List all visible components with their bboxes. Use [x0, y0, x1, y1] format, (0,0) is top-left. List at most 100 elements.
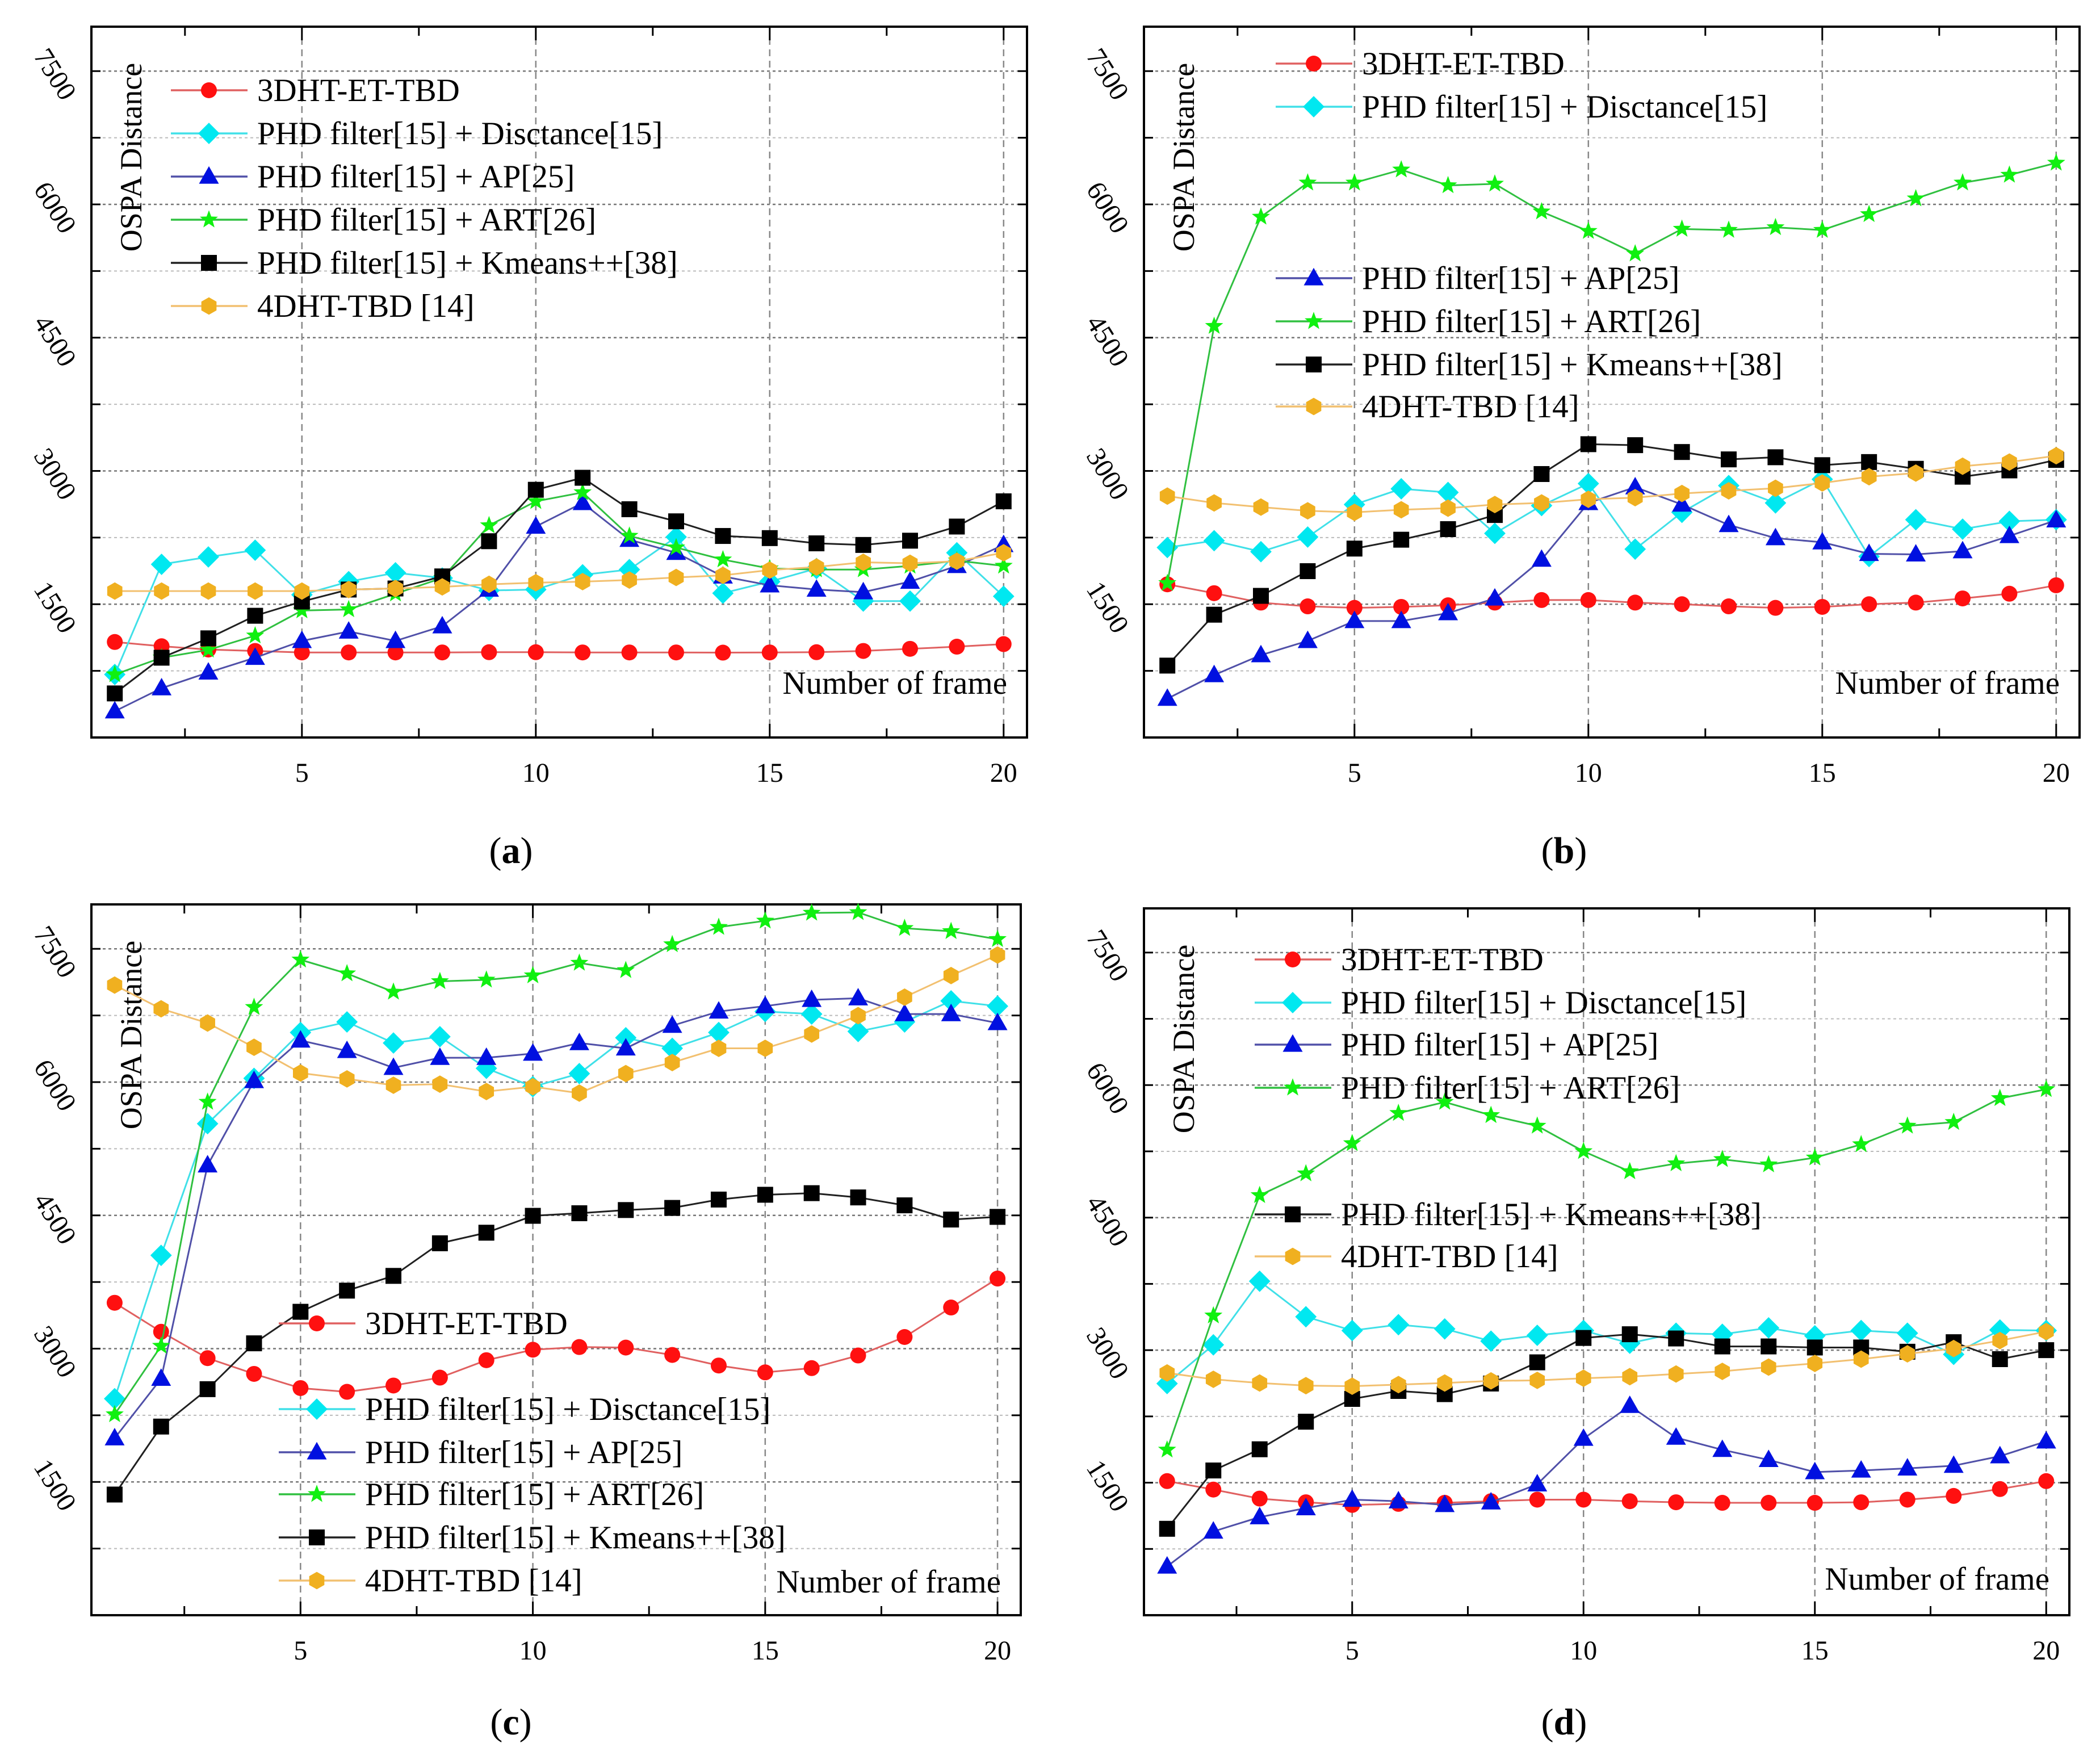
y-axis-label: OSPA Distance [114, 941, 148, 1130]
data-point [949, 552, 965, 570]
data-point [1534, 494, 1549, 512]
data-point [1992, 1481, 2008, 1497]
data-point [1481, 1491, 1501, 1510]
data-point [949, 639, 965, 655]
series-line [115, 552, 1004, 592]
data-point [802, 989, 822, 1007]
data-point [246, 626, 265, 644]
data-point [336, 1011, 358, 1033]
data-point [1850, 1319, 1872, 1342]
data-point [663, 934, 682, 953]
data-point [1205, 1481, 1222, 1498]
data-point [1765, 527, 1785, 546]
data-point [1440, 499, 1456, 517]
series-kmeans [1159, 1326, 2055, 1537]
chart-panel-b: 5 10 15 20 1500 3000 4500 6000 7500 OSPA Distance… [1080, 26, 2081, 788]
data-point [1627, 489, 1643, 507]
data-point [615, 1038, 636, 1056]
data-point [1252, 207, 1270, 225]
legend-item: 4DHT-TBD [14] [171, 288, 475, 324]
legend-item: 3DHT-ET-TBD [279, 1306, 568, 1342]
data-point [1758, 1449, 1779, 1468]
y-tick-label: 1500 [28, 576, 82, 638]
y-tick-label: 4500 [1080, 310, 1135, 372]
data-point [1202, 1334, 1225, 1356]
data-point [715, 566, 731, 584]
legend-label: PHD filter[15] + ART[26] [257, 202, 596, 238]
data-point [1812, 531, 1833, 550]
data-point [992, 585, 1015, 607]
data-point [341, 581, 357, 598]
panel-caption: (a) [489, 830, 533, 871]
data-point [1250, 540, 1272, 563]
data-point [1298, 1377, 1314, 1395]
data-point [1761, 1358, 1776, 1376]
data-point [1298, 1414, 1314, 1430]
data-point [572, 492, 593, 510]
data-point [762, 561, 778, 579]
legend-label: 3DHT-ET-TBD [257, 73, 460, 108]
data-point [990, 946, 1005, 964]
data-point [661, 1037, 684, 1059]
data-point [104, 701, 125, 719]
legend-marker-square-icon [201, 255, 217, 271]
series-3dht-et-tbd [1159, 576, 2064, 616]
data-point [808, 558, 824, 576]
chart-panel-a: 5 10 15 20 1500 3000 4500 6000 7500 OSPA Distance… [28, 26, 1028, 788]
data-point [196, 1113, 219, 1135]
data-point [618, 1339, 634, 1356]
data-point [1390, 478, 1412, 500]
data-point [1485, 588, 1505, 606]
panel-caption: (b) [1541, 830, 1587, 871]
data-point [1533, 592, 1550, 608]
data-point [1440, 521, 1456, 538]
x-tick-label: 10 [522, 758, 550, 788]
data-point [1861, 596, 1877, 613]
data-point [1341, 1319, 1363, 1342]
y-tick-label: 3000 [1080, 443, 1135, 505]
legend-item: PHD filter[15] + Kmeans++[38] [171, 245, 678, 281]
data-point [941, 1003, 961, 1021]
data-point [152, 1336, 170, 1354]
y-tick-label: 3000 [28, 443, 82, 505]
data-point [1805, 1461, 1825, 1480]
data-point [1529, 1491, 1545, 1508]
data-point [1714, 1495, 1730, 1511]
data-point [1439, 175, 1457, 194]
data-point [1577, 472, 1599, 494]
data-point [996, 544, 1012, 562]
data-point [1487, 496, 1503, 514]
data-point [1206, 606, 1222, 623]
legend-item: PHD filter[15] + Kmeans++[38] [1276, 347, 1783, 383]
data-point [152, 677, 172, 695]
legend-item: PHD filter[15] + ART[26] [171, 202, 596, 238]
data-point [1251, 1441, 1268, 1457]
legend-marker-diamond-icon [1303, 96, 1324, 118]
legend-label: 4DHT-TBD [14] [257, 288, 475, 324]
data-point [708, 1021, 730, 1043]
data-point [668, 644, 684, 661]
legend-label: 4DHT-TBD [14] [1341, 1239, 1558, 1275]
data-point [621, 501, 638, 517]
data-point [902, 640, 918, 657]
x-axis-label: Number of frame [782, 665, 1007, 701]
data-point [1159, 1473, 1175, 1489]
data-point [803, 1360, 820, 1376]
data-point [339, 1384, 355, 1400]
x-tick-label: 5 [1348, 758, 1361, 788]
data-point [1626, 244, 1645, 262]
plot-frame [1143, 907, 2070, 1616]
data-point [525, 1078, 540, 1096]
data-point [2038, 1342, 2055, 1359]
data-point [245, 647, 265, 665]
legend-marker-star-icon [308, 1485, 326, 1502]
data-point [1251, 644, 1271, 663]
data-point [387, 644, 404, 661]
data-point [106, 665, 124, 682]
data-point [856, 553, 871, 571]
data-point [1433, 1318, 1456, 1340]
data-point [995, 493, 1012, 510]
data-point [1527, 1474, 1548, 1491]
data-point [385, 1268, 402, 1284]
legend-item: 4DHT-TBD [14] [279, 1563, 582, 1599]
